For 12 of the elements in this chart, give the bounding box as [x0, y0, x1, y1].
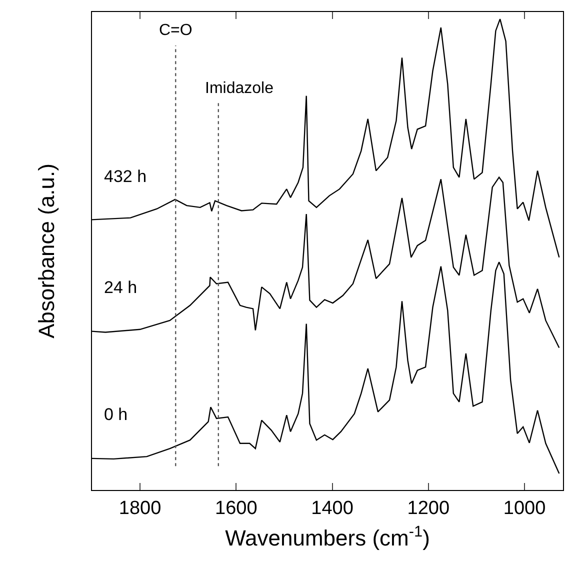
series-label: 432 h: [104, 167, 147, 186]
x-tick-label: 1800: [118, 498, 162, 519]
ref-line-label: C=O: [159, 22, 192, 39]
y-axis-title: Absorbance (a.u.): [34, 164, 59, 338]
ref-line-label: Imidazole: [205, 80, 274, 97]
x-tick-label: 1400: [311, 498, 354, 519]
x-tick-label: 1000: [503, 498, 546, 519]
series-label: 24 h: [104, 278, 138, 297]
x-tick-label: 1200: [407, 498, 450, 519]
series-label: 0 h: [104, 405, 128, 424]
x-axis-title: Wavenumbers (cm$^{-1}$): [225, 523, 430, 551]
x-tick-label: 1600: [215, 498, 258, 519]
